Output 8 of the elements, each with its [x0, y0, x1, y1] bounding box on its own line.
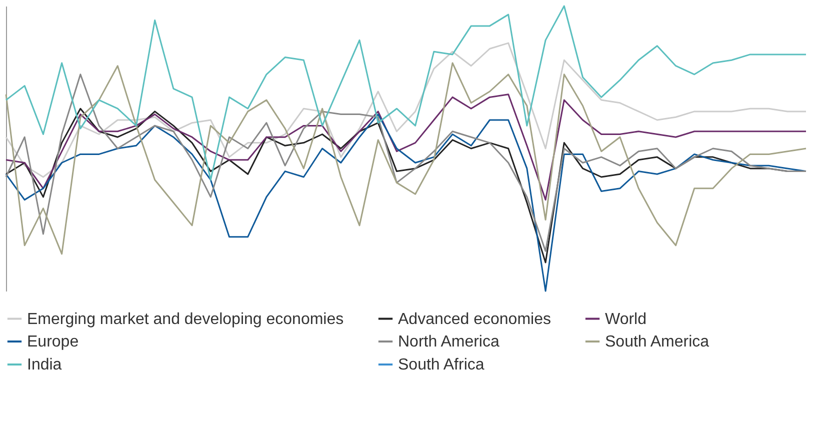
legend-label: India	[27, 356, 62, 374]
legend-label: Europe	[27, 334, 79, 350]
legend-label: South Africa	[398, 356, 484, 374]
legend-label: World	[605, 310, 646, 328]
legend-label: Advanced economies	[398, 310, 551, 328]
legend-label: Emerging market and developing economies	[27, 310, 344, 328]
legend-label: South America	[605, 334, 710, 350]
legend-label: North America	[398, 334, 500, 350]
